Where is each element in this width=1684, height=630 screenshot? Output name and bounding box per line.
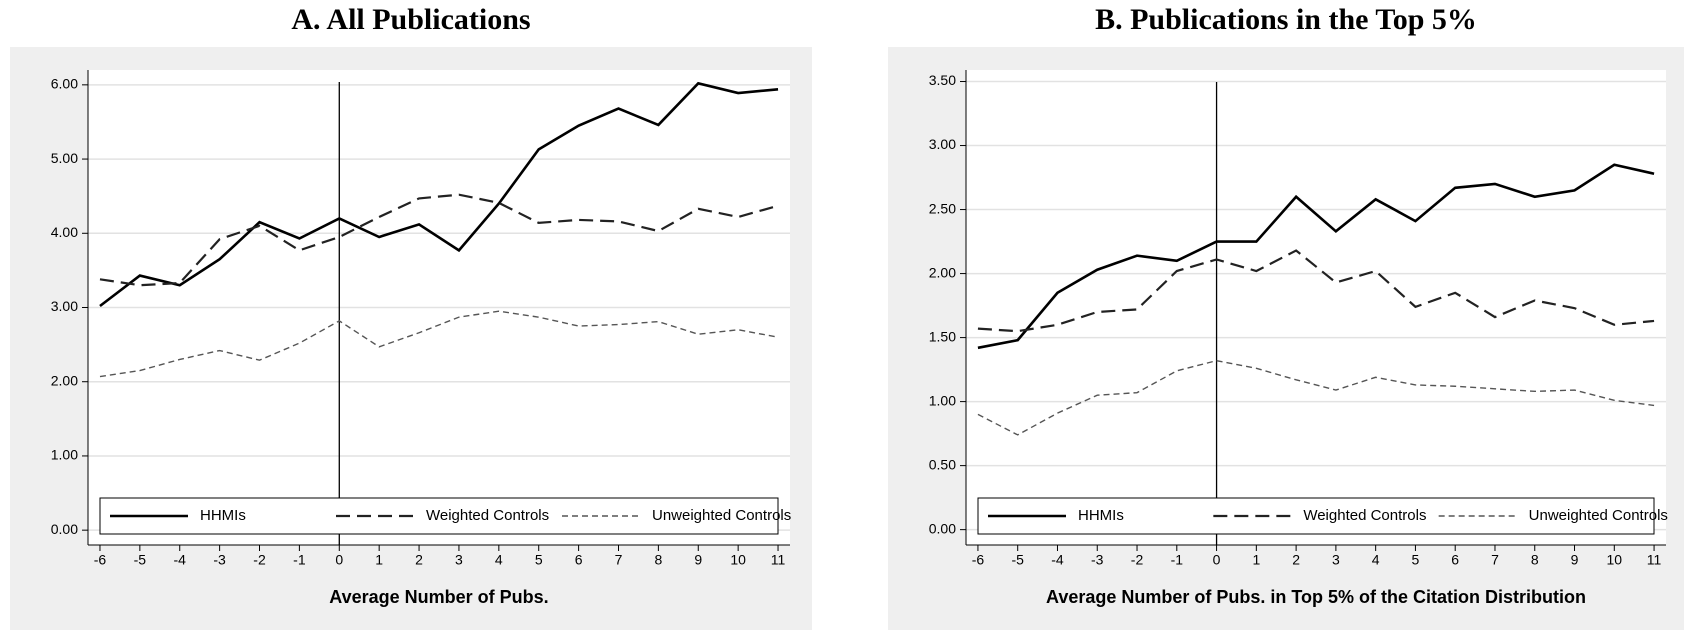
x-tick-label: 0 xyxy=(1213,552,1221,568)
legend-label: Weighted Controls xyxy=(426,507,549,524)
y-tick-label: 2.50 xyxy=(929,200,956,216)
x-tick-label: 9 xyxy=(694,552,702,568)
x-tick-label: -4 xyxy=(174,552,187,568)
y-tick-label: 4.00 xyxy=(51,224,78,240)
legend-label: Weighted Controls xyxy=(1303,507,1426,524)
x-tick-label: 11 xyxy=(1647,552,1662,568)
plot-area xyxy=(966,70,1666,545)
x-tick-label: -6 xyxy=(972,552,985,568)
series-line xyxy=(99,310,779,378)
y-tick-label: 0.00 xyxy=(51,521,78,537)
x-tick-label: -5 xyxy=(134,552,147,568)
x-tick-label: 10 xyxy=(1607,552,1623,568)
x-axis-label: Average Number of Pubs. in Top 5% of the… xyxy=(1046,587,1586,607)
x-tick-label: 10 xyxy=(730,552,746,568)
x-tick-label: 2 xyxy=(415,552,423,568)
x-tick-label: 6 xyxy=(1451,552,1459,568)
x-tick-label: 6 xyxy=(575,552,583,568)
x-tick-label: 7 xyxy=(1491,552,1499,568)
legend-box xyxy=(99,497,779,535)
y-tick-label: 0.50 xyxy=(929,456,956,472)
x-tick-label: 5 xyxy=(1412,552,1420,568)
legend-box xyxy=(977,497,1655,535)
x-tick-label: 11 xyxy=(771,552,786,568)
y-tick-label: 3.00 xyxy=(51,298,78,314)
x-tick-label: 1 xyxy=(1252,552,1260,568)
chart-title: A. All Publications xyxy=(291,3,530,36)
legend-label: Unweighted Controls xyxy=(1529,507,1668,524)
y-tick-label: 3.00 xyxy=(929,136,956,152)
legend-label: HHMIs xyxy=(200,507,246,524)
x-axis-label: Average Number of Pubs. xyxy=(329,587,548,607)
legend-label: Unweighted Controls xyxy=(652,507,791,524)
x-tick-label: -1 xyxy=(1171,552,1184,568)
x-tick-label: 4 xyxy=(1372,552,1380,568)
x-tick-label: 2 xyxy=(1292,552,1300,568)
series-line xyxy=(99,193,779,287)
y-tick-label: 5.00 xyxy=(51,150,78,166)
legend-label: HHMIs xyxy=(1078,507,1124,524)
y-tick-label: 2.00 xyxy=(929,264,956,280)
x-tick-label: 7 xyxy=(615,552,623,568)
y-tick-label: 6.00 xyxy=(51,76,78,92)
series-line xyxy=(99,81,779,308)
x-tick-label: 5 xyxy=(535,552,543,568)
series-line xyxy=(977,163,1655,350)
y-tick-label: 1.50 xyxy=(929,328,956,344)
x-tick-label: -2 xyxy=(253,552,266,568)
x-tick-label: -2 xyxy=(1131,552,1144,568)
x-tick-label: 0 xyxy=(335,552,343,568)
x-tick-label: -5 xyxy=(1011,552,1024,568)
x-tick-label: 4 xyxy=(495,552,503,568)
x-tick-label: 1 xyxy=(375,552,383,568)
y-tick-label: 3.50 xyxy=(929,72,956,88)
y-tick-label: 2.00 xyxy=(51,372,78,388)
x-tick-label: -4 xyxy=(1051,552,1064,568)
series-line xyxy=(977,249,1655,333)
x-tick-label: 9 xyxy=(1571,552,1579,568)
x-tick-label: -3 xyxy=(1091,552,1104,568)
x-tick-label: -1 xyxy=(293,552,306,568)
chart-title: B. Publications in the Top 5% xyxy=(1095,3,1477,36)
y-tick-label: 1.00 xyxy=(51,447,78,463)
x-tick-label: -6 xyxy=(94,552,107,568)
x-tick-label: 8 xyxy=(654,552,662,568)
y-tick-label: 1.00 xyxy=(929,392,956,408)
x-tick-label: 8 xyxy=(1531,552,1539,568)
x-tick-label: -3 xyxy=(213,552,226,568)
y-tick-label: 0.00 xyxy=(929,520,956,536)
x-tick-label: 3 xyxy=(455,552,463,568)
series-line xyxy=(977,359,1655,436)
x-tick-label: 3 xyxy=(1332,552,1340,568)
